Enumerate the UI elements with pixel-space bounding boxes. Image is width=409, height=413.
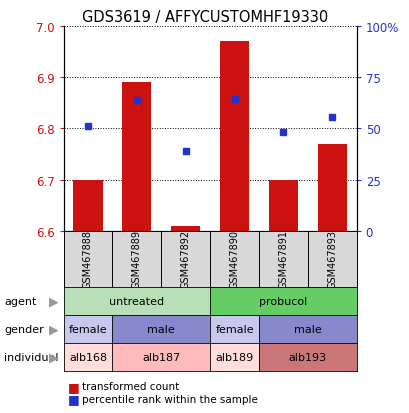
Text: probucol: probucol (258, 296, 307, 306)
Text: GSM467888: GSM467888 (83, 230, 93, 289)
Text: male: male (293, 324, 321, 334)
Text: GSM467893: GSM467893 (326, 230, 337, 289)
Text: ▶: ▶ (48, 294, 58, 308)
Bar (219, 42, 249, 231)
Bar (122, 83, 151, 231)
Text: GSM467892: GSM467892 (180, 230, 190, 289)
Text: GSM467889: GSM467889 (132, 230, 142, 289)
Bar (268, 180, 297, 231)
Text: alb168: alb168 (69, 352, 107, 362)
Text: gender: gender (4, 324, 44, 334)
Text: female: female (68, 324, 107, 334)
Text: individual: individual (4, 352, 58, 362)
Text: ▶: ▶ (48, 351, 58, 364)
Bar (73, 180, 102, 231)
Bar (317, 145, 346, 231)
Text: GDS3619 / AFFYCUSTOMHF19330: GDS3619 / AFFYCUSTOMHF19330 (82, 10, 327, 25)
Text: ■: ■ (67, 380, 79, 393)
Text: female: female (215, 324, 253, 334)
Text: transformed count: transformed count (82, 381, 179, 391)
Text: ■: ■ (67, 392, 79, 405)
Text: alb187: alb187 (142, 352, 180, 362)
Text: alb189: alb189 (215, 352, 253, 362)
Text: GSM467890: GSM467890 (229, 230, 239, 289)
Text: percentile rank within the sample: percentile rank within the sample (82, 394, 257, 404)
Text: male: male (147, 324, 175, 334)
Text: agent: agent (4, 296, 36, 306)
Text: untreated: untreated (109, 296, 164, 306)
Text: alb193: alb193 (288, 352, 326, 362)
Text: ▶: ▶ (48, 323, 58, 336)
Bar (171, 226, 200, 231)
Text: GSM467891: GSM467891 (278, 230, 288, 289)
